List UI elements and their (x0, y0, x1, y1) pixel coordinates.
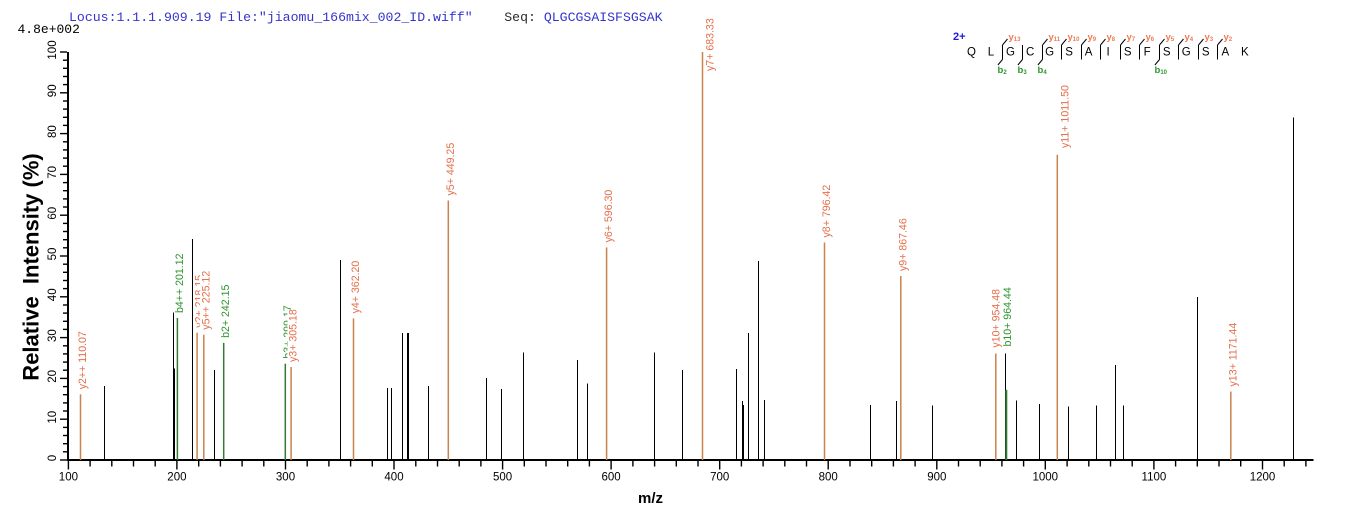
svg-text:S: S (1065, 47, 1073, 59)
svg-text:y5++ 225.12: y5++ 225.12 (200, 271, 212, 330)
svg-text:Q: Q (967, 47, 976, 59)
svg-text:800: 800 (819, 471, 838, 483)
svg-text:60: 60 (47, 207, 59, 220)
svg-text:y11+ 1011.50: y11+ 1011.50 (1059, 85, 1071, 148)
svg-text:A: A (1085, 47, 1093, 59)
svg-text:y9+ 867.46: y9+ 867.46 (897, 218, 909, 271)
svg-text:400: 400 (384, 471, 403, 483)
svg-text:500: 500 (493, 471, 512, 483)
svg-text:y7: y7 (1127, 32, 1136, 43)
svg-text:y2++ 110.07: y2++ 110.07 (77, 331, 89, 389)
svg-text:S: S (1202, 47, 1210, 59)
svg-text:90: 90 (47, 84, 59, 97)
svg-text:100: 100 (47, 40, 59, 59)
svg-text:G: G (1182, 47, 1191, 59)
svg-text:b10: b10 (1155, 65, 1168, 76)
svg-text:C: C (1026, 47, 1034, 59)
svg-text:30: 30 (47, 329, 59, 342)
svg-text:b2+ 242.15: b2+ 242.15 (220, 284, 232, 337)
svg-text:1200: 1200 (1250, 471, 1276, 483)
svg-text:b2: b2 (998, 65, 1008, 76)
svg-text:40: 40 (47, 288, 59, 301)
svg-text:70: 70 (47, 166, 59, 179)
svg-text:y8+ 796.42: y8+ 796.42 (821, 185, 833, 238)
svg-text:1000: 1000 (1033, 471, 1059, 483)
svg-text:K: K (1241, 47, 1249, 59)
svg-text:0: 0 (47, 455, 59, 461)
svg-text:y10+ 954.48: y10+ 954.48 (991, 289, 1003, 348)
svg-text:S: S (1124, 47, 1132, 59)
svg-text:700: 700 (710, 471, 729, 483)
svg-text:y6+ 596.30: y6+ 596.30 (603, 190, 615, 243)
svg-text:4.8e+002: 4.8e+002 (18, 22, 80, 37)
svg-text:2+: 2+ (953, 31, 966, 43)
svg-text:80: 80 (47, 125, 59, 138)
svg-text:m/z: m/z (638, 490, 663, 507)
svg-text:Relative Intensity (%): Relative Intensity (%) (19, 153, 44, 380)
svg-text:y9: y9 (1088, 32, 1097, 43)
svg-text:y5+ 449.25: y5+ 449.25 (445, 143, 457, 196)
svg-text:L: L (988, 47, 995, 59)
svg-text:10: 10 (47, 411, 59, 424)
svg-text:I: I (1106, 47, 1109, 59)
svg-text:50: 50 (47, 248, 59, 261)
svg-text:y8: y8 (1107, 32, 1116, 43)
svg-text:G: G (1006, 47, 1015, 59)
svg-text:y4: y4 (1185, 32, 1194, 43)
svg-text:b10+ 964.44: b10+ 964.44 (1002, 287, 1014, 346)
svg-text:G: G (1045, 47, 1054, 59)
svg-text:y6: y6 (1146, 32, 1155, 43)
svg-text:y3+ 305.18: y3+ 305.18 (288, 309, 300, 362)
svg-text:y5: y5 (1166, 32, 1175, 43)
svg-text:600: 600 (602, 471, 621, 483)
svg-text:20: 20 (47, 370, 59, 383)
svg-text:y10: y10 (1068, 32, 1081, 43)
svg-text:y13: y13 (1009, 32, 1022, 43)
svg-text:A: A (1221, 47, 1229, 59)
svg-text:b4++ 201.12: b4++ 201.12 (174, 253, 186, 313)
svg-text:1100: 1100 (1142, 471, 1167, 483)
svg-text:y11: y11 (1049, 32, 1061, 43)
svg-text:y3: y3 (1205, 32, 1214, 43)
svg-text:b4: b4 (1038, 65, 1048, 76)
svg-text:100: 100 (59, 471, 78, 483)
svg-text:y13+ 1171.44: y13+ 1171.44 (1227, 323, 1239, 387)
svg-text:300: 300 (276, 471, 295, 483)
svg-text:Locus:1.1.1.909.19 File:"jiaom: Locus:1.1.1.909.19 File:"jiaomu_166mix_0… (69, 10, 663, 25)
svg-text:y4+ 362.20: y4+ 362.20 (350, 261, 362, 314)
svg-text:900: 900 (927, 471, 946, 483)
svg-text:y7+ 683.33: y7+ 683.33 (705, 18, 717, 71)
svg-text:b3: b3 (1018, 65, 1028, 76)
svg-text:S: S (1163, 47, 1171, 59)
svg-text:200: 200 (167, 471, 186, 483)
svg-text:y2: y2 (1224, 32, 1233, 43)
svg-text:F: F (1144, 47, 1151, 59)
